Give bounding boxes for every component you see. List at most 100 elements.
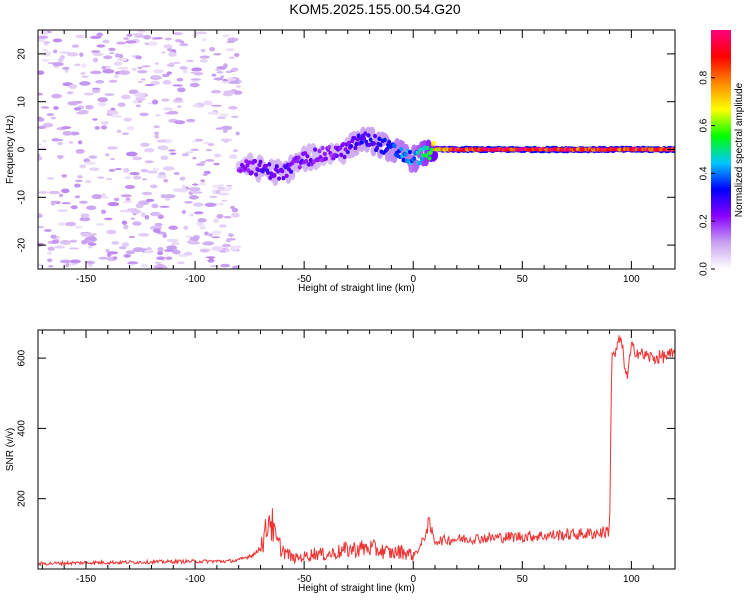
noise-speckle	[57, 57, 64, 63]
signal-core	[266, 170, 271, 175]
noise-speckle	[153, 69, 165, 74]
noise-speckle	[87, 242, 97, 246]
noise-speckle	[85, 180, 92, 184]
signal-core	[280, 168, 285, 174]
noise-speckle	[38, 191, 49, 194]
noise-speckle	[68, 247, 79, 250]
noise-speckle	[207, 111, 218, 115]
signal-core	[375, 145, 380, 151]
noise-speckle	[107, 253, 112, 257]
noise-speckle	[52, 62, 64, 67]
noise-speckle	[176, 77, 184, 82]
colorbar-tick-label: 0.2	[699, 214, 710, 228]
noise-speckle	[94, 125, 100, 130]
noise-speckle	[205, 159, 215, 162]
noise-speckle	[177, 105, 182, 108]
noise-speckle	[68, 84, 78, 90]
signal-core	[317, 148, 322, 154]
signal-core	[323, 156, 328, 161]
noise-speckle	[235, 85, 241, 88]
noise-speckle	[218, 224, 227, 228]
noise-speckle	[192, 104, 201, 108]
noise-speckle	[75, 148, 85, 154]
noise-speckle	[174, 120, 186, 125]
noise-speckle	[58, 193, 64, 198]
signal-core	[303, 151, 308, 156]
noise-speckle	[128, 235, 135, 239]
noise-speckle	[226, 77, 237, 81]
noise-speckle	[74, 183, 81, 188]
colorbar-label: Normalized spectral amplitude	[734, 82, 745, 217]
noise-speckle	[234, 52, 240, 57]
noise-speckle	[213, 53, 222, 56]
noise-speckle	[220, 138, 233, 142]
noise-speckle	[163, 44, 173, 49]
signal-core	[313, 147, 318, 152]
noise-speckle	[52, 38, 63, 43]
noise-speckle	[88, 263, 93, 267]
noise-speckle	[154, 62, 159, 65]
y-axis-label: SNR (v/v)	[5, 428, 16, 471]
noise-speckle	[102, 69, 115, 74]
signal-core	[256, 167, 261, 173]
noise-speckle	[208, 143, 215, 147]
signal-core	[412, 156, 417, 161]
noise-speckle	[222, 129, 228, 134]
noise-speckle	[164, 37, 172, 41]
noise-speckle	[142, 35, 152, 40]
noise-speckle	[181, 184, 186, 190]
signal-core	[289, 169, 294, 174]
noise-speckle	[92, 118, 98, 121]
noise-speckle	[96, 44, 106, 48]
noise-speckle	[51, 239, 60, 244]
noise-speckle	[61, 174, 68, 178]
noise-speckle	[106, 229, 117, 235]
noise-speckle	[125, 40, 137, 44]
noise-speckle	[91, 194, 104, 200]
noise-speckle	[235, 131, 240, 136]
noise-speckle	[132, 32, 144, 36]
noise-speckle	[190, 71, 196, 74]
noise-speckle	[87, 245, 93, 249]
x-tick-label: 100	[623, 274, 640, 285]
noise-speckle	[153, 125, 160, 129]
noise-speckle	[151, 203, 159, 209]
noise-speckle	[138, 233, 150, 237]
noise-speckle	[161, 98, 170, 102]
signal-core	[387, 139, 392, 145]
signal-core	[247, 160, 252, 165]
noise-speckle	[179, 43, 189, 47]
noise-speckle	[146, 170, 158, 174]
noise-speckle	[124, 184, 136, 190]
noise-speckle	[172, 188, 183, 193]
noise-speckle	[79, 216, 91, 222]
noise-speckle	[112, 115, 123, 118]
noise-speckle	[89, 167, 100, 171]
noise-speckle	[150, 184, 158, 189]
noise-speckle	[132, 99, 138, 104]
signal-core	[327, 144, 332, 150]
signal-core	[346, 140, 351, 146]
noise-speckle	[213, 218, 219, 224]
noise-speckle	[229, 56, 235, 59]
noise-speckle	[221, 243, 232, 248]
noise-speckle	[47, 177, 54, 180]
noise-speckle	[126, 125, 135, 131]
signal-core	[304, 158, 309, 164]
noise-speckle	[186, 118, 196, 123]
noise-speckle	[92, 57, 99, 63]
noise-speckle	[220, 263, 231, 268]
signal-core	[429, 147, 434, 152]
noise-speckle	[221, 81, 231, 84]
noise-speckle	[213, 77, 224, 81]
noise-speckle	[150, 75, 162, 81]
noise-speckle	[151, 99, 159, 105]
noise-speckle	[73, 107, 82, 111]
noise-speckle	[91, 87, 101, 90]
noise-speckle	[106, 177, 113, 181]
noise-speckle	[108, 47, 116, 52]
noise-speckle	[226, 187, 232, 191]
noise-speckle	[157, 247, 164, 252]
noise-speckle	[59, 259, 72, 264]
noise-speckle	[108, 52, 115, 55]
